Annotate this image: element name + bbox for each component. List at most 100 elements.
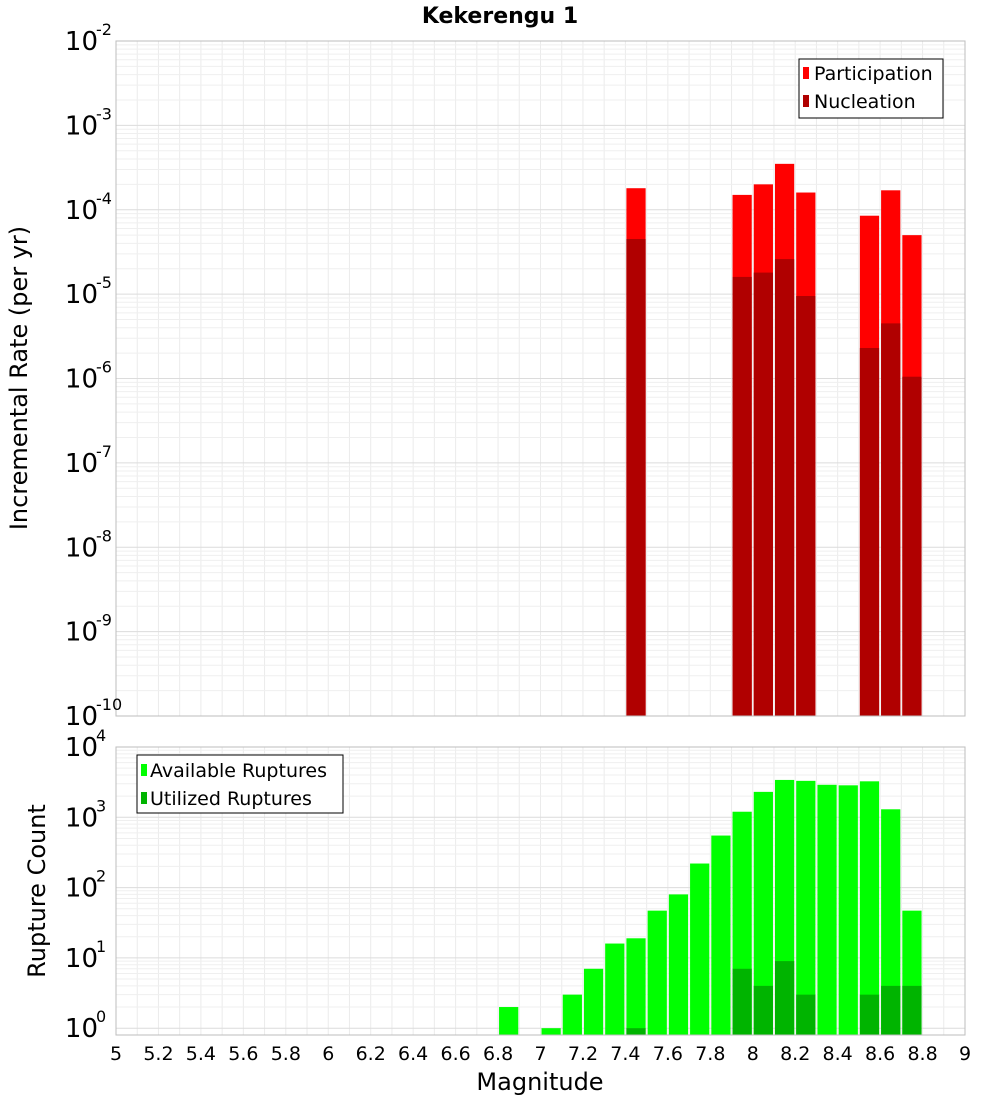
top-y-tick-label: 10 [65,702,98,732]
x-tick-label: 6.2 [356,1043,386,1065]
bottom-y-tick-exponent: 0 [96,1007,106,1026]
top-bar-nucleation-3 [774,259,795,716]
x-tick-label: 8.4 [823,1043,853,1065]
bottom-bar-available-ruptures-13 [796,780,816,1035]
top-y-tick-exponent: -3 [96,104,112,123]
bottom-y-tick-exponent: 3 [96,796,106,815]
bottom-plot-frame [115,746,966,1036]
bottom-y-tick-exponent: 2 [96,867,106,886]
bottom-bar-available-ruptures-1 [541,1028,561,1035]
x-tick-label: 5.4 [186,1043,216,1065]
legend-swatch-nucleation [803,95,809,107]
legend-label-utilized: Utilized Ruptures [150,788,312,810]
x-tick-label: 7.4 [610,1043,640,1065]
top-bar-nucleation-5 [859,347,880,716]
top-y-tick-exponent: -9 [96,611,112,630]
bottom-y-axis-label: Rupture Count [23,804,51,978]
bottom-bar-available-ruptures-3 [583,968,604,1035]
legend-label-available: Available Ruptures [150,760,327,782]
top-bar-nucleation-1 [732,276,752,716]
bottom-bar-available-ruptures-4 [605,943,625,1035]
bottom-y-tick-label: 10 [65,944,98,974]
x-tick-label: 6.8 [483,1043,513,1065]
bottom-bar-available-ruptures-17 [881,809,901,1035]
x-ticks: 5 5.2 5.4 5.6 5.8 6 6.2 6.4 6.6 6.8 7 7.2 7.4 7.6 7.8 8… [110,1043,971,1065]
bottom-bar-available-ruptures-14 [817,784,837,1035]
x-tick-label: 8.2 [780,1043,810,1065]
bottom-bar-utilized-ruptures-2 [753,985,773,1035]
bottom-bar-available-ruptures-6 [647,910,667,1035]
x-tick-label: 5.8 [271,1043,301,1065]
top-y-tick-label: 10 [65,196,98,226]
x-axis-label: Magnitude [476,1068,603,1096]
top-y-tick-exponent: -10 [96,695,122,714]
x-tick-label: 7.6 [653,1043,683,1065]
bottom-bar-available-ruptures-7 [668,894,689,1035]
x-tick-label: 8 [747,1043,759,1065]
bottom-bar-available-ruptures-5 [626,938,646,1035]
bottom-bar-utilized-ruptures-5 [859,994,880,1035]
x-tick-label: 9 [959,1043,971,1065]
top-y-tick-label: 10 [65,280,98,310]
bottom-y-tick-exponent: 4 [96,726,106,745]
top-legend-box [798,58,944,119]
top-y-tick-exponent: -8 [96,526,112,545]
top-y-tick-label: 10 [65,365,98,395]
chart-title: Kekerengu 1 [422,4,578,29]
bottom-y-tick-label: 10 [65,733,98,763]
bottom-bar-utilized-ruptures-6 [881,985,901,1035]
top-y-tick-exponent: -4 [96,189,112,208]
top-y-tick-label: 10 [65,27,98,57]
top-bar-nucleation-0 [626,239,646,716]
x-tick-label: 5.2 [143,1043,173,1065]
bottom-bars [499,779,922,1035]
top-y-tick-exponent: -6 [96,358,112,377]
top-y-tick-label: 10 [65,533,98,563]
bottom-bar-utilized-ruptures-0 [626,1028,646,1035]
bottom-bar-available-ruptures-2 [562,994,582,1035]
top-y-tick-exponent: -5 [96,273,112,292]
bottom-bar-available-ruptures-9 [711,835,731,1035]
x-tick-label: 6.6 [440,1043,470,1065]
top-bars [626,163,922,717]
bottom-bar-available-ruptures-16 [859,781,880,1035]
bottom-y-tick-exponent: 1 [96,937,106,956]
bottom-bar-available-ruptures-8 [690,863,710,1035]
legend-swatch-available [141,764,147,776]
x-tick-label: 8.8 [907,1043,937,1065]
x-tick-label: 7 [534,1043,546,1065]
bottom-y-tick-label: 10 [65,1014,98,1044]
bottom-bar-available-ruptures-0 [499,1007,519,1035]
bottom-y-tick-label: 10 [65,803,98,833]
legend-swatch-participation [803,67,809,79]
x-tick-label: 6 [322,1043,334,1065]
top-y-tick-label: 10 [65,111,98,141]
x-tick-label: 6.4 [398,1043,428,1065]
top-y-tick-label: 10 [65,618,98,648]
bottom-bar-utilized-ruptures-4 [796,994,816,1035]
top-legend: Participation Nucleation [798,58,944,119]
x-tick-label: 7.8 [695,1043,725,1065]
x-tick-label: 7.2 [568,1043,598,1065]
top-bar-nucleation-2 [753,272,773,716]
top-bar-nucleation-4 [796,296,816,716]
legend-label-participation: Participation [814,63,933,85]
bottom-bar-available-ruptures-15 [838,785,858,1035]
top-gridlines [115,41,966,717]
x-tick-label: 8.6 [865,1043,895,1065]
top-y-tick-exponent: -2 [96,20,112,39]
top-bar-nucleation-7 [902,376,922,716]
x-tick-label: 5 [110,1043,122,1065]
top-y-tick-label: 10 [65,449,98,479]
top-bar-nucleation-6 [881,323,901,716]
top-y-tick-exponent: -7 [96,442,112,461]
bottom-y-tick-label: 10 [65,874,98,904]
legend-swatch-utilized [141,792,147,804]
bottom-legend: Available Ruptures Utilized Ruptures [136,754,344,814]
bottom-bar-available-ruptures-11 [753,791,773,1035]
top-plot-frame [115,40,966,717]
bottom-bar-utilized-ruptures-7 [902,985,922,1035]
top-y-axis-label: Incremental Rate (per yr) [5,226,33,530]
